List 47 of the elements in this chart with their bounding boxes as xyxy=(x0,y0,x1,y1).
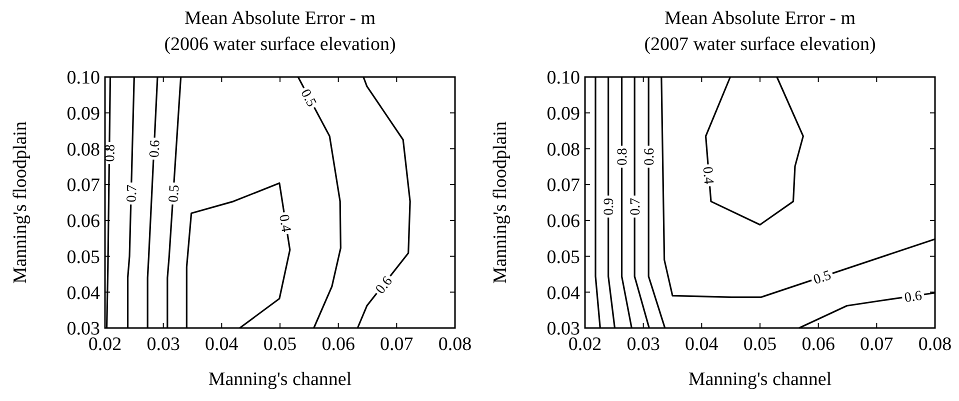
y-tick-label: 0.04 xyxy=(66,282,100,304)
y-axis-title: Manning's floodplain xyxy=(490,120,511,284)
text: 0.7 xyxy=(628,198,644,216)
x-tick-label: 0.05 xyxy=(263,334,297,355)
y-tick-label: 0.06 xyxy=(66,211,100,232)
text: 0.6 xyxy=(904,288,923,306)
y-tick-label: 0.05 xyxy=(66,246,100,268)
x-tick-label: 0.03 xyxy=(146,334,180,355)
text: 0.5 xyxy=(812,268,834,288)
chart-subtitle: (2007 water surface elevation) xyxy=(644,34,876,55)
text: 0.9 xyxy=(602,198,618,216)
y-tick-label: 0.10 xyxy=(66,68,100,89)
y-axis-title: Manning's floodplain xyxy=(10,120,31,284)
x-tick-label: 0.08 xyxy=(918,334,952,355)
y-tick-label: 0.05 xyxy=(546,246,580,268)
y-tick-label: 0.07 xyxy=(546,175,580,196)
chart-title: Mean Absolute Error - m xyxy=(664,8,856,29)
y-tick-label: 0.07 xyxy=(66,175,100,196)
y-tick-label: 0.09 xyxy=(66,104,100,125)
y-tick-label: 0.09 xyxy=(546,104,580,125)
text: 0.6 xyxy=(147,140,164,158)
text: 0.6 xyxy=(642,148,658,166)
chart-title: Mean Absolute Error - m xyxy=(184,8,376,29)
x-tick-label: 0.03 xyxy=(626,334,660,355)
y-tick-label: 0.08 xyxy=(546,139,580,160)
x-axis-title: Manning's channel xyxy=(688,369,832,390)
x-tick-label: 0.04 xyxy=(685,334,719,355)
x-tick-label: 0.05 xyxy=(743,334,777,355)
x-tick-label: 0.06 xyxy=(802,334,835,355)
text: 0.7 xyxy=(124,184,140,203)
text: 0.6 xyxy=(373,274,396,298)
text: 0.8 xyxy=(616,148,631,166)
text: 0.4 xyxy=(276,214,294,234)
x-tick-label: 0.07 xyxy=(860,334,894,355)
y-tick-label: 0.10 xyxy=(546,68,580,89)
x-tick-label: 0.06 xyxy=(322,334,355,355)
x-tick-label: 0.08 xyxy=(438,334,472,355)
y-tick-label: 0.06 xyxy=(546,211,580,232)
x-tick-label: 0.07 xyxy=(380,334,414,355)
text: 0.5 xyxy=(297,87,319,110)
y-tick-label: 0.08 xyxy=(66,139,100,160)
x-axis-title: Manning's channel xyxy=(208,369,352,390)
text: 0.5 xyxy=(166,184,183,203)
x-tick-label: 0.04 xyxy=(205,334,239,355)
text: 0.4 xyxy=(699,166,716,185)
chart-subtitle: (2006 water surface elevation) xyxy=(164,34,396,55)
y-tick-label: 0.04 xyxy=(546,282,580,304)
